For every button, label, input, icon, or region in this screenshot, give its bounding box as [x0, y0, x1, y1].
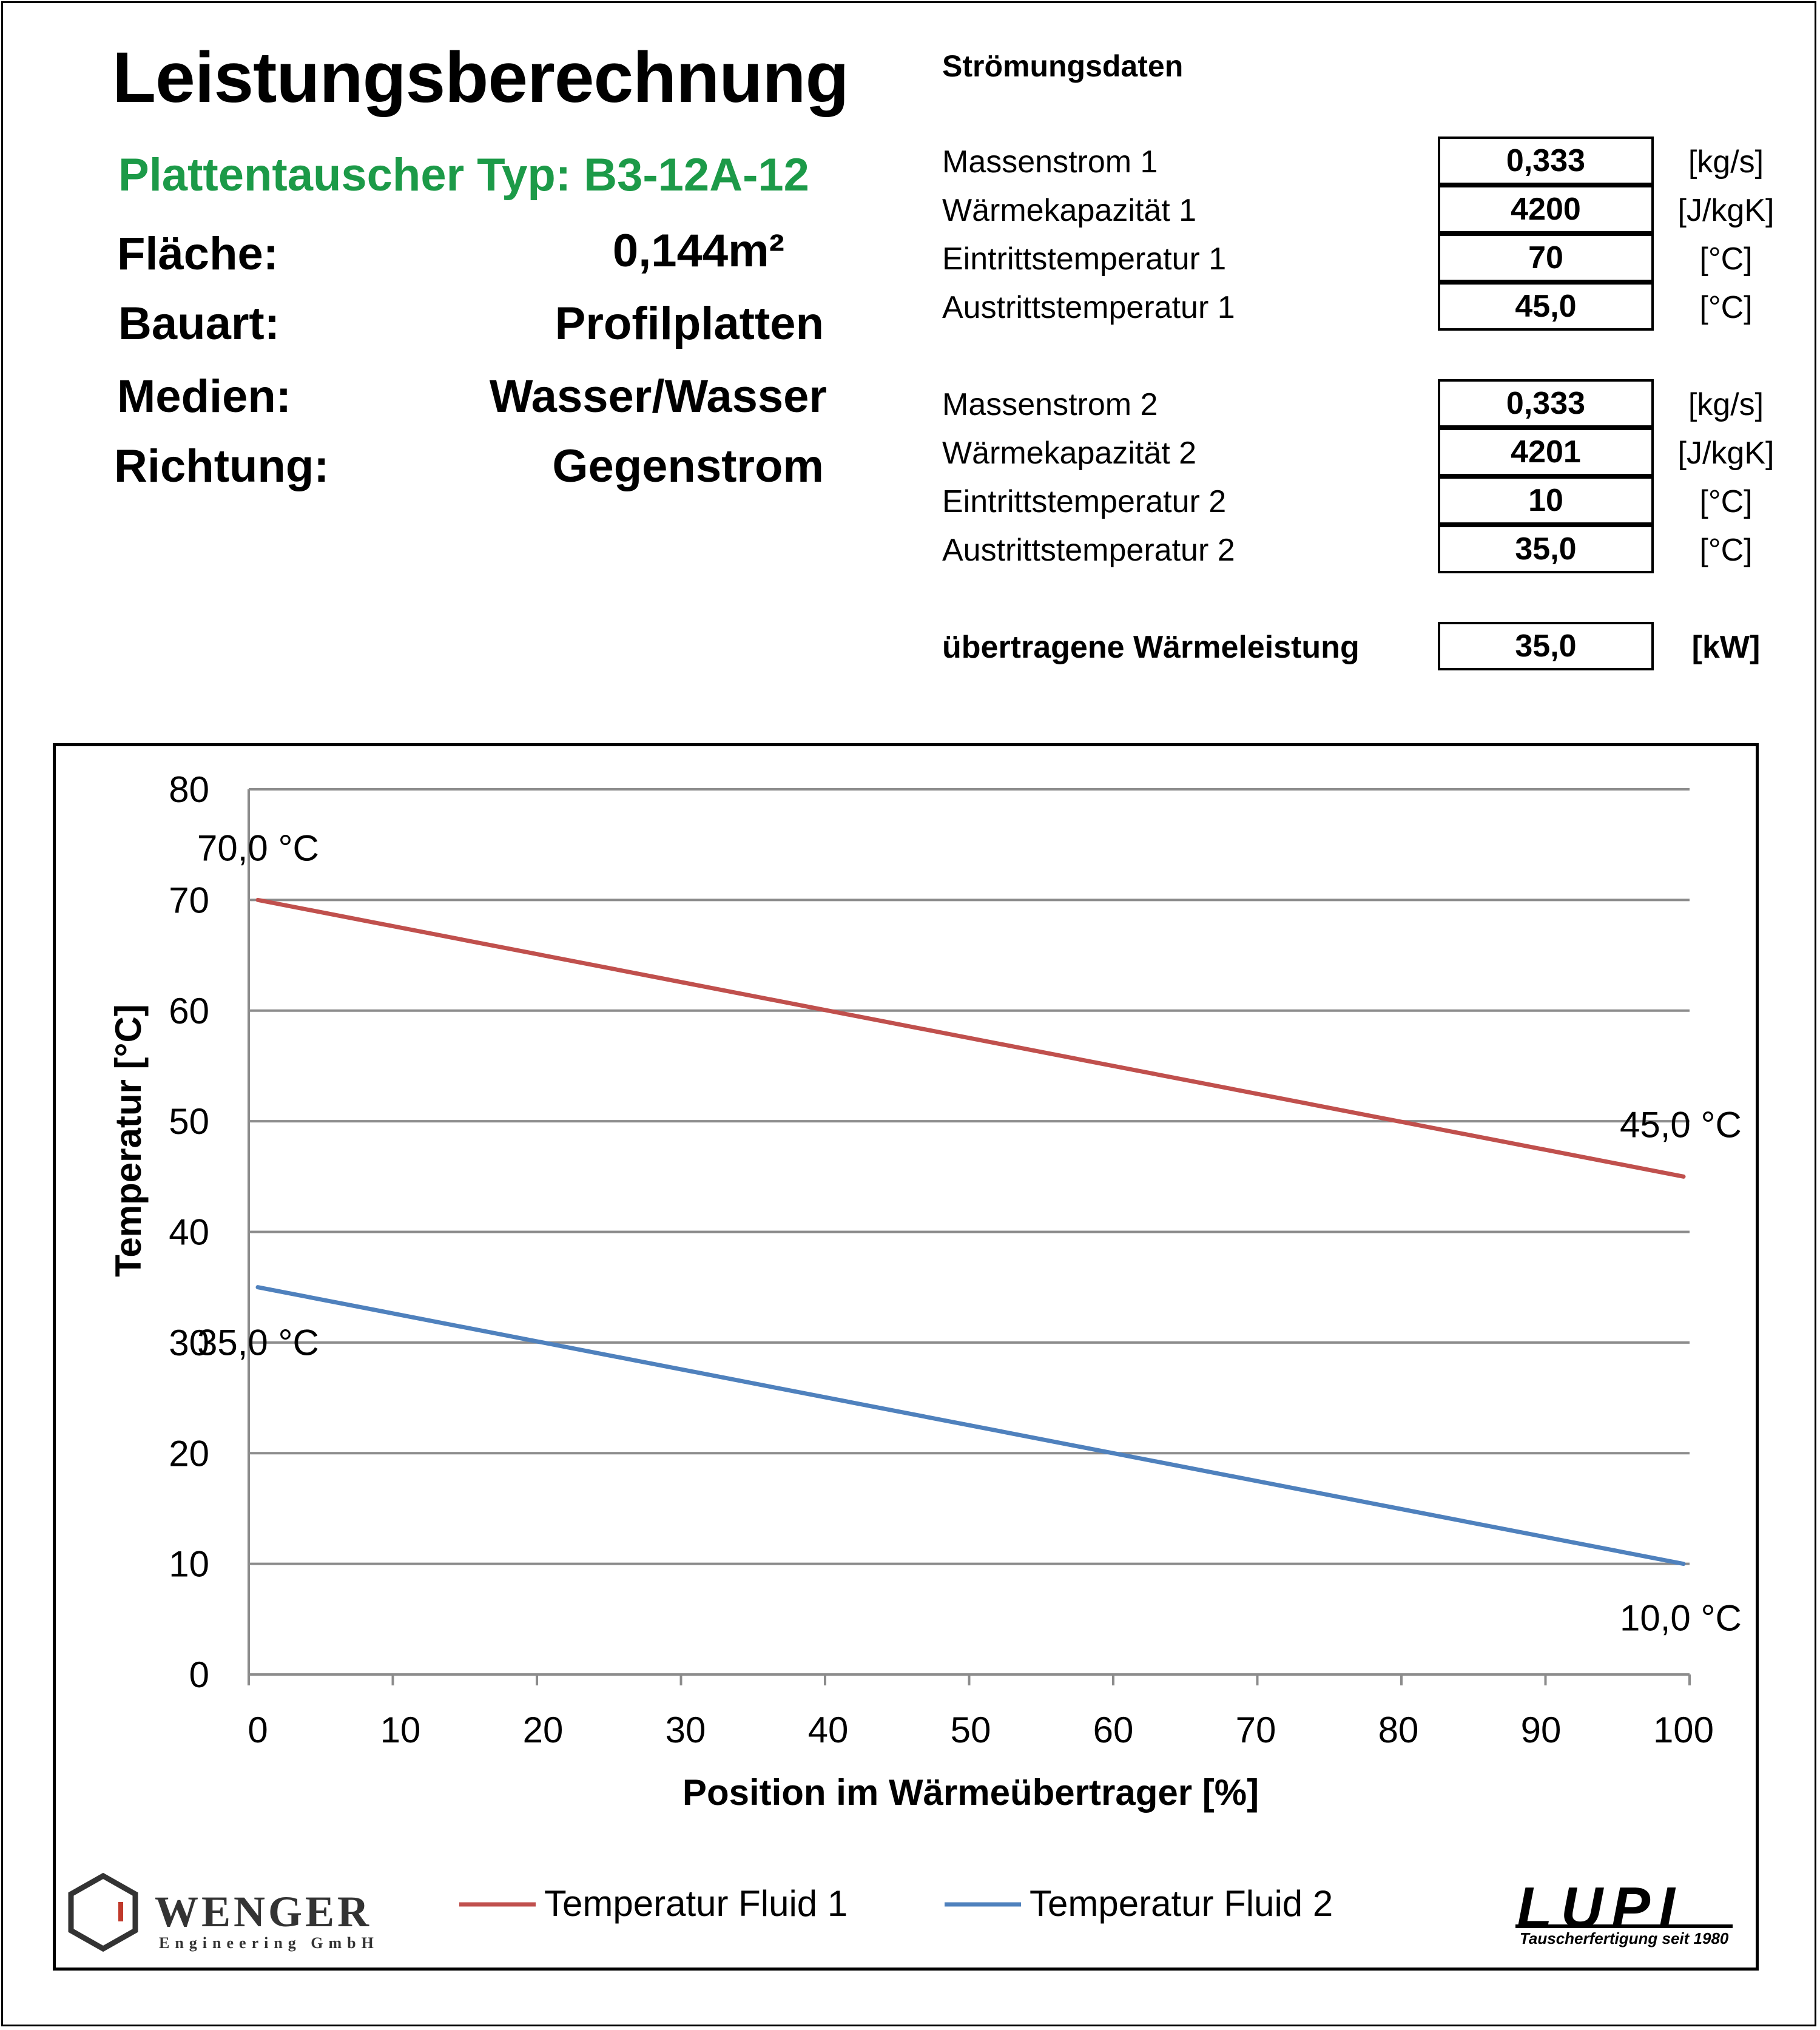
unit-heat-capacity-2: [J/kgK]	[1677, 436, 1774, 471]
label-mass-flow-1: Massenstrom 1	[942, 144, 1158, 180]
y-tick-label-30: 30	[169, 1323, 209, 1363]
data-label-start-fluid-2: 35,0 °C	[197, 1323, 319, 1363]
exchanger-type: Plattentauscher Typ: B3-12A-12	[118, 149, 809, 201]
label-heat-capacity-2: Wärmekapazität 2	[942, 436, 1197, 471]
label-mass-flow-2: Massenstrom 2	[942, 387, 1158, 422]
unit-heat-capacity-1: [J/kgK]	[1677, 193, 1774, 228]
x-tick-label-60: 60	[1093, 1710, 1134, 1750]
x-tick-label-100: 100	[1653, 1710, 1714, 1750]
property-value-area: 0,144m²	[612, 225, 784, 277]
value-heat-capacity-1[interactable]: 4200	[1438, 185, 1654, 234]
label-inlet-temp-2: Eintrittstemperatur 2	[942, 484, 1227, 519]
x-tick-label-50: 50	[951, 1710, 991, 1750]
value-outlet-temp-1[interactable]: 45,0	[1438, 282, 1654, 331]
y-tick-label-60: 60	[169, 991, 209, 1031]
property-label-media: Medien:	[117, 371, 292, 422]
x-tick-label-30: 30	[666, 1710, 706, 1750]
label-heat-capacity-1: Wärmekapazität 1	[942, 193, 1197, 228]
x-tick-label-10: 10	[380, 1710, 421, 1750]
y-tick-label-80: 80	[169, 769, 209, 810]
x-tick-label-0: 0	[248, 1710, 268, 1750]
page-title: Leistungsberechnung	[112, 38, 849, 118]
value-mass-flow-1[interactable]: 0,333	[1438, 137, 1654, 185]
lupi-logo-text: LUPI	[1517, 1875, 1684, 1940]
flow-data-heading: Strömungsdaten	[942, 49, 1184, 83]
label-heat-output: übertragene Wärmeleistung	[942, 630, 1360, 665]
property-label-design: Bauart:	[118, 298, 280, 349]
unit-mass-flow-2: [kg/s]	[1688, 387, 1764, 422]
wenger-logo-subtitle: Engineering GmbH	[159, 1934, 379, 1952]
legend-label-fluid-2: Temperatur Fluid 2	[1030, 1883, 1333, 1924]
unit-outlet-temp-2: [°C]	[1699, 533, 1753, 568]
wenger-hexagon-icon	[68, 1872, 138, 1952]
y-tick-label-40: 40	[169, 1212, 209, 1253]
label-outlet-temp-2: Austrittstemperatur 2	[942, 533, 1235, 568]
x-tick-label-70: 70	[1236, 1710, 1276, 1750]
value-inlet-temp-1[interactable]: 70	[1438, 234, 1654, 282]
property-value-direction: Gegenstrom	[552, 440, 824, 492]
property-value-media: Wasser/Wasser	[489, 371, 827, 422]
unit-inlet-temp-2: [°C]	[1699, 484, 1753, 519]
value-heat-output[interactable]: 35,0	[1438, 622, 1654, 670]
data-label-end-fluid-2: 10,0 °C	[1620, 1598, 1742, 1639]
y-tick-label-20: 20	[169, 1433, 209, 1474]
value-outlet-temp-2[interactable]: 35,0	[1438, 525, 1654, 573]
unit-inlet-temp-1: [°C]	[1699, 241, 1753, 277]
unit-mass-flow-1: [kg/s]	[1688, 144, 1764, 180]
legend-label-fluid-1: Temperatur Fluid 1	[544, 1883, 848, 1924]
value-mass-flow-2[interactable]: 0,333	[1438, 379, 1654, 428]
y-axis-title: Temperatur [°C]	[108, 1004, 149, 1277]
data-label-end-fluid-1: 45,0 °C	[1620, 1104, 1742, 1145]
series-line-fluid-1	[255, 897, 1686, 1179]
series-line-fluid-2	[255, 1285, 1686, 1566]
unit-heat-output: [kW]	[1691, 630, 1761, 665]
chart-frame	[53, 743, 1759, 1971]
x-tick-label-80: 80	[1378, 1710, 1419, 1750]
y-tick-label-70: 70	[169, 880, 209, 920]
y-tick-label-50: 50	[169, 1101, 209, 1142]
property-value-design: Profilplatten	[554, 298, 824, 349]
x-tick-label-90: 90	[1521, 1710, 1562, 1750]
value-inlet-temp-2[interactable]: 10	[1438, 476, 1654, 525]
y-tick-label-10: 10	[169, 1544, 209, 1585]
wenger-logo-text: WENGER	[155, 1887, 372, 1936]
value-heat-capacity-2[interactable]: 4201	[1438, 428, 1654, 476]
label-outlet-temp-1: Austrittstemperatur 1	[942, 290, 1235, 325]
property-label-direction: Richtung:	[114, 440, 329, 492]
x-axis-title: Position im Wärmeübertrager [%]	[682, 1772, 1259, 1813]
lupi-logo-subtitle: Tauscherfertigung seit 1980	[1520, 1929, 1729, 1947]
x-tick-label-40: 40	[808, 1710, 849, 1750]
property-label-area: Fläche:	[117, 228, 279, 280]
data-label-start-fluid-1: 70,0 °C	[197, 828, 319, 868]
label-inlet-temp-1: Eintrittstemperatur 1	[942, 241, 1227, 277]
x-tick-label-20: 20	[523, 1710, 564, 1750]
lupi-underline	[1515, 1924, 1733, 1928]
unit-outlet-temp-1: [°C]	[1699, 290, 1753, 325]
y-tick-label-0: 0	[189, 1654, 209, 1695]
